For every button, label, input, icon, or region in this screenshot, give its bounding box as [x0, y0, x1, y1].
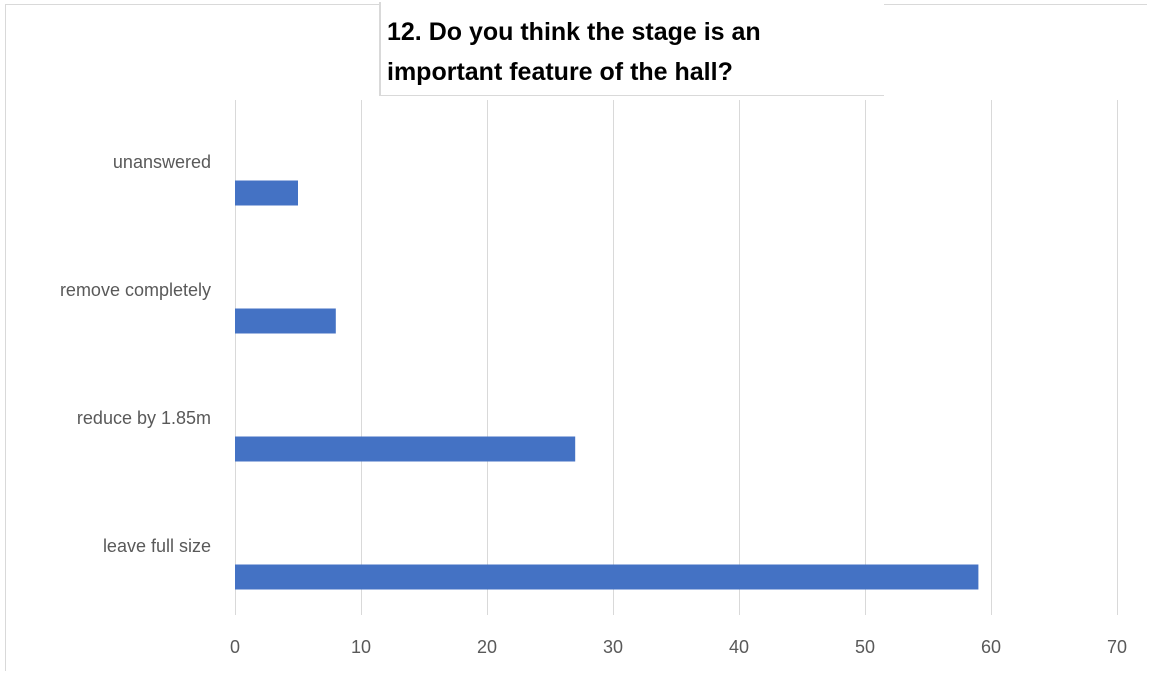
- category-label: unanswered: [113, 152, 211, 172]
- category-label: reduce by 1.85m: [77, 408, 211, 428]
- x-tick-label: 50: [855, 637, 875, 657]
- x-tick-label: 0: [230, 637, 240, 657]
- x-tick-label: 40: [729, 637, 749, 657]
- x-tick-label: 30: [603, 637, 623, 657]
- gridlines: [235, 100, 1118, 615]
- category-labels: unanswered remove completely reduce by 1.8…: [60, 152, 211, 556]
- x-tick-labels: 0 10 20 30 40 50 60 70: [230, 637, 1127, 657]
- chart-frame: [5, 4, 1147, 671]
- x-tick-label: 70: [1107, 637, 1127, 657]
- x-tick-label: 60: [981, 637, 1001, 657]
- bar-remove-completely: [235, 308, 336, 334]
- category-label: leave full size: [103, 536, 211, 556]
- category-label: remove completely: [60, 280, 211, 300]
- x-tick-label: 10: [351, 637, 371, 657]
- x-tick-label: 20: [477, 637, 497, 657]
- bars: [235, 180, 979, 590]
- chart-title: 12. Do you think the stage is an importa…: [387, 18, 761, 86]
- bar-leave-full-size: [235, 564, 979, 590]
- bar-reduce-by-1-85m: [235, 436, 576, 462]
- chart-title-box: [379, 2, 884, 96]
- bar-unanswered: [235, 180, 298, 206]
